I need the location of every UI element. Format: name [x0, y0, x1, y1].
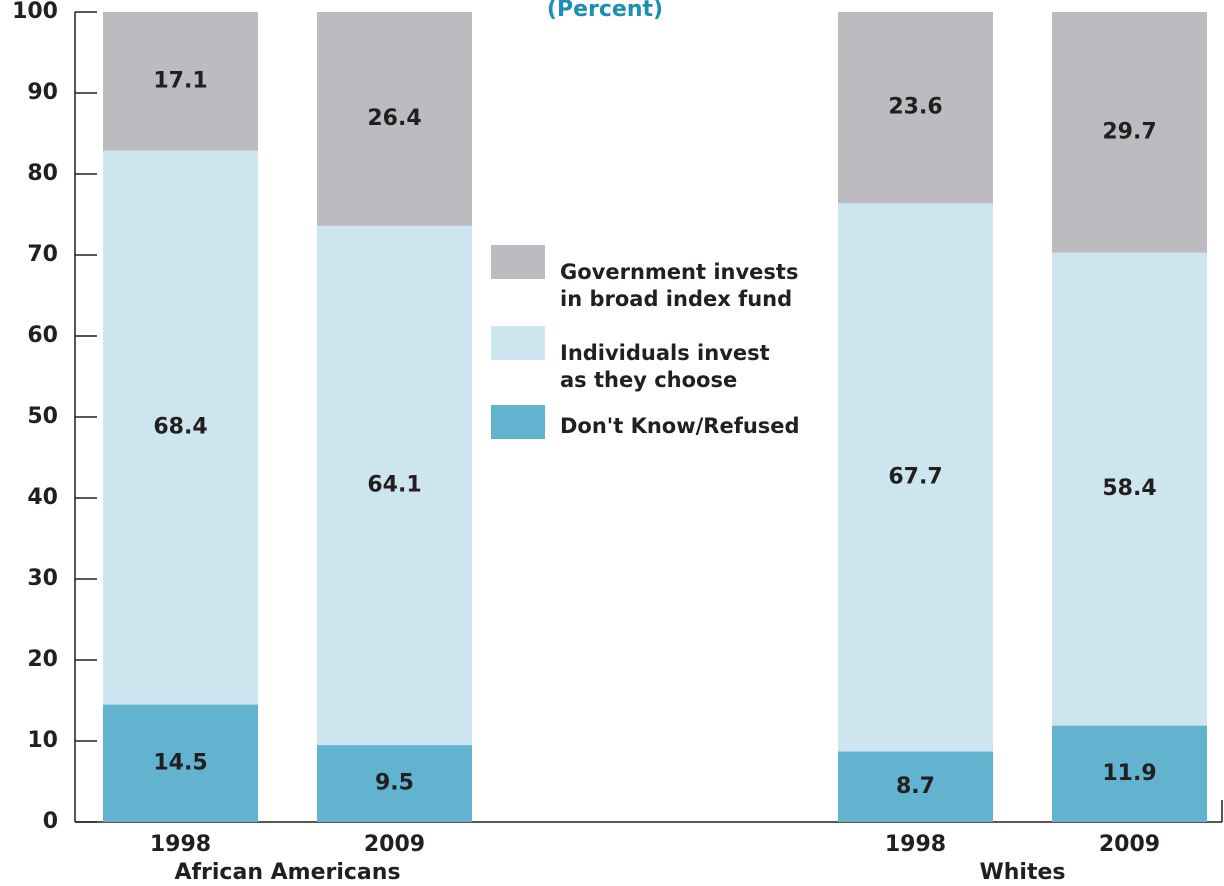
legend-label: Government invests in broad index fund: [560, 260, 798, 311]
bar-segment: [103, 150, 258, 705]
data-label: 17.1: [153, 68, 207, 93]
y-tick-label: 70: [27, 242, 58, 267]
data-label: 29.7: [1102, 119, 1156, 144]
x-tick-label: 2009: [364, 832, 425, 857]
y-tick-label: 40: [27, 485, 58, 510]
x-tick-label: 2009: [1099, 832, 1160, 857]
data-label: 68.4: [153, 415, 207, 440]
legend-swatch: [491, 326, 545, 360]
data-label: 64.1: [367, 472, 421, 497]
y-tick-label: 60: [27, 323, 58, 348]
data-label: 11.9: [1102, 761, 1156, 786]
data-label: 58.4: [1102, 476, 1156, 501]
data-label: 67.7: [888, 464, 942, 489]
y-tick-label: 50: [27, 404, 58, 429]
chart-title: (Percent): [547, 0, 663, 22]
data-label: 26.4: [367, 106, 421, 131]
bar-segment: [838, 12, 993, 204]
data-label: 23.6: [888, 95, 942, 120]
bar-segment: [103, 12, 258, 151]
legend-swatch: [491, 245, 545, 279]
group-label: African Americans: [174, 860, 400, 885]
bar-segment: [1052, 252, 1207, 726]
x-tick-label: 1998: [885, 832, 946, 857]
data-label: 8.7: [896, 774, 935, 799]
data-label: 9.5: [375, 771, 414, 796]
y-tick-label: 30: [27, 566, 58, 591]
data-label: 14.5: [153, 750, 207, 775]
y-tick-label: 0: [43, 809, 58, 834]
y-tick-label: 100: [12, 0, 58, 24]
x-tick-label: 1998: [150, 832, 211, 857]
y-tick-label: 20: [27, 647, 58, 672]
y-tick-label: 10: [27, 728, 58, 753]
bar-segment: [317, 12, 472, 226]
y-tick-label: 80: [27, 161, 58, 186]
legend-label: Individuals invest as they choose: [560, 341, 770, 392]
legend-swatch: [491, 405, 545, 439]
bar-segment: [103, 704, 258, 822]
bar-segment: [838, 203, 993, 752]
y-tick-label: 90: [27, 80, 58, 105]
bar-segment: [1052, 12, 1207, 253]
bar-segment: [1052, 725, 1207, 822]
bar-segment: [317, 225, 472, 746]
bar-segment: [317, 745, 472, 822]
bar-segment: [838, 751, 993, 822]
legend-label: Don't Know/Refused: [560, 414, 800, 438]
group-label: Whites: [979, 860, 1065, 885]
